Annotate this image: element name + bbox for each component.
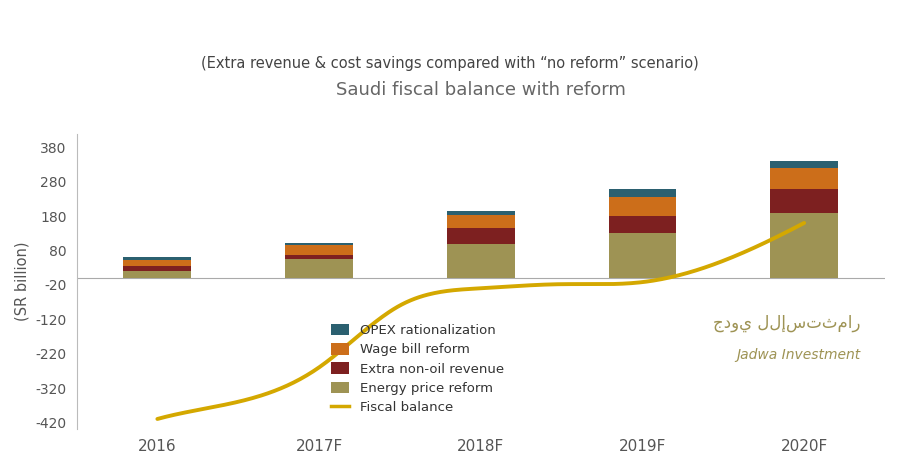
- Bar: [770, 189, 838, 212]
- Bar: [770, 161, 838, 168]
- Title: Saudi fiscal balance with reform: Saudi fiscal balance with reform: [336, 81, 626, 98]
- Bar: [446, 228, 515, 243]
- Bar: [446, 211, 515, 215]
- Text: Jadwa Investment: Jadwa Investment: [736, 348, 860, 363]
- Bar: [285, 242, 353, 245]
- Bar: [608, 233, 677, 278]
- Bar: [770, 168, 838, 189]
- Legend: OPEX rationalization, Wage bill reform, Extra non-oil revenue, Energy price refo: OPEX rationalization, Wage bill reform, …: [326, 318, 509, 420]
- Bar: [285, 255, 353, 259]
- Bar: [123, 271, 192, 278]
- Bar: [608, 216, 677, 233]
- Bar: [123, 266, 192, 271]
- Bar: [608, 189, 677, 197]
- Bar: [123, 257, 192, 260]
- Bar: [608, 197, 677, 216]
- Y-axis label: (SR billion): (SR billion): [15, 242, 30, 321]
- Bar: [446, 243, 515, 278]
- Text: (Extra revenue & cost savings compared with “no reform” scenario): (Extra revenue & cost savings compared w…: [201, 56, 699, 71]
- Text: جدوي للإستثمار: جدوي للإستثمار: [713, 314, 860, 332]
- Bar: [123, 260, 192, 266]
- Bar: [285, 259, 353, 278]
- Bar: [285, 245, 353, 255]
- Bar: [770, 212, 838, 278]
- Bar: [446, 215, 515, 228]
